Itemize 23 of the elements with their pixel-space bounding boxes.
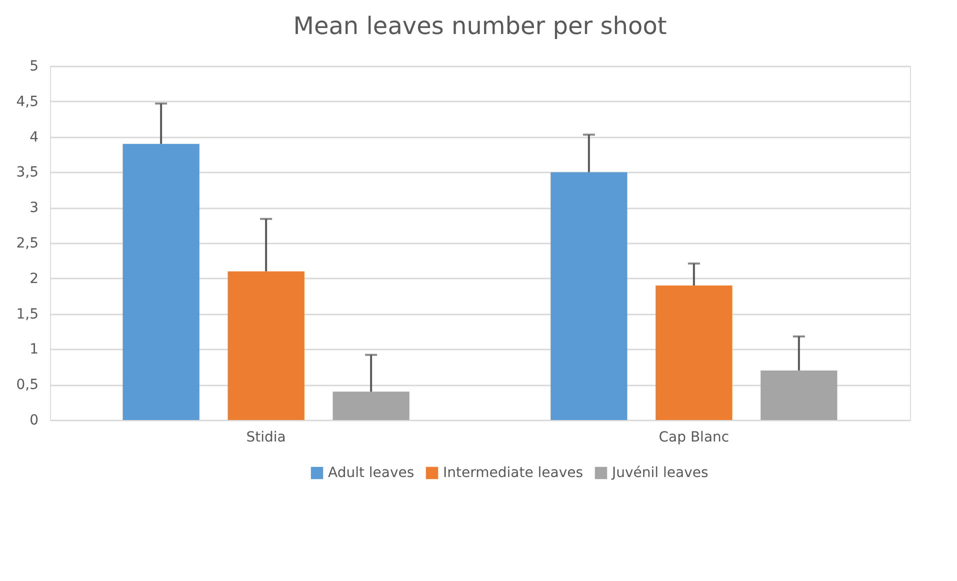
y-tick-label: 2,5 [16, 236, 38, 252]
y-tick-label: 0 [30, 412, 38, 428]
y-tick-label: 0,5 [16, 377, 38, 394]
y-tick-label: 4,5 [16, 94, 38, 110]
chart-title: Mean leaves number per shoot [293, 12, 667, 40]
bar [122, 144, 200, 420]
y-tick-label: 1 [30, 342, 38, 358]
bar [332, 392, 410, 420]
y-tick-label: 3 [30, 200, 38, 216]
x-tick-label: Cap Blanc [658, 430, 730, 446]
bar [550, 172, 628, 420]
bar [656, 285, 732, 420]
legend-label: Juvénil leaves [611, 465, 708, 481]
y-tick-label: 1,5 [16, 306, 38, 322]
bar [228, 271, 304, 420]
bar [760, 370, 838, 420]
y-tick-label: 5 [30, 58, 38, 74]
legend-label: Intermediate leaves [443, 465, 584, 481]
y-tick-label: 4 [30, 129, 39, 146]
y-tick-label: 2 [30, 270, 38, 287]
legend-label: Adult leaves [328, 465, 414, 481]
x-tick-label: Stidia [246, 430, 286, 446]
y-tick-label: 3,5 [16, 164, 38, 181]
